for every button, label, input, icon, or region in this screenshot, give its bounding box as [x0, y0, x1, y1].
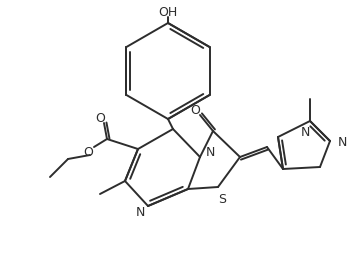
Text: O: O: [83, 145, 93, 158]
Text: N: N: [135, 206, 145, 219]
Text: OH: OH: [158, 6, 178, 19]
Text: N: N: [300, 125, 310, 138]
Text: S: S: [218, 193, 226, 206]
Text: O: O: [95, 111, 105, 124]
Text: O: O: [190, 103, 200, 116]
Text: N: N: [337, 135, 347, 148]
Text: N: N: [205, 146, 215, 159]
